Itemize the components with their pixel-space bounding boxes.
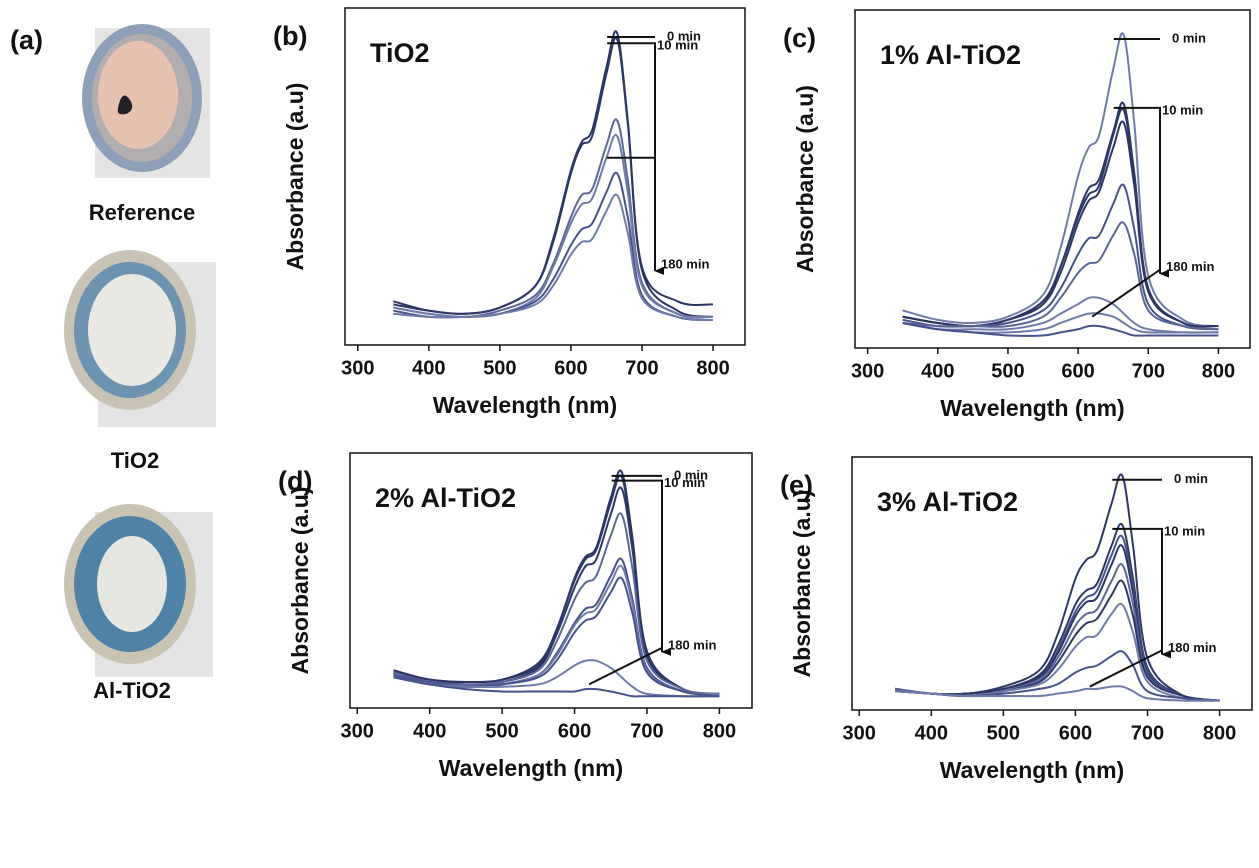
spectrum-line: [895, 534, 1220, 702]
x-tick-label: 800: [1202, 360, 1235, 382]
annotation: 0 min: [674, 467, 708, 482]
x-tick-label: 600: [558, 720, 591, 742]
spectrum-line: [393, 676, 720, 698]
annotation: 10 min: [664, 475, 705, 490]
spectrum-line: [393, 193, 714, 322]
spectrum-line: [895, 544, 1220, 702]
panel-label: (c): [783, 23, 816, 53]
spectrum-line: [393, 133, 714, 319]
x-tick-label: 500: [987, 722, 1020, 744]
spectrum-line: [393, 171, 714, 322]
panel-label: (d): [278, 466, 312, 496]
plot-frame: [349, 452, 753, 709]
annotation: 10 min: [1162, 102, 1203, 117]
x-tick-label: 300: [851, 360, 884, 382]
x-tick-label: 800: [703, 720, 736, 742]
y-axis-label: Absorbance (a.u): [287, 487, 313, 675]
annotation: 180 min: [668, 637, 716, 652]
panel-label: (e): [780, 470, 813, 500]
photo-tio2: [64, 250, 216, 427]
spectrum-line: [902, 120, 1219, 328]
annotation: 0 min: [1174, 471, 1208, 486]
annotation-arrow: [1113, 106, 1169, 278]
spectrum-line: [895, 685, 1220, 702]
x-tick-label: 500: [483, 357, 516, 379]
y-axis-label: Absorbance (a.u): [282, 83, 308, 271]
x-tick-label: 800: [696, 357, 729, 379]
spectrum-line: [902, 321, 1219, 337]
x-tick-label: 400: [413, 720, 446, 742]
chart-title: 2% Al-TiO2: [375, 483, 516, 513]
photo-al-tio2: [64, 504, 213, 677]
annotation: 180 min: [661, 256, 709, 271]
x-tick-label: 700: [625, 357, 658, 379]
spectrum-line: [902, 107, 1219, 328]
annotation-arrow: [1112, 527, 1171, 659]
annotation: 0 min: [667, 28, 701, 43]
chart-title: 3% Al-TiO2: [877, 487, 1018, 517]
x-tick-label: 400: [921, 360, 954, 382]
annotation: 10 min: [1164, 523, 1205, 538]
y-axis-label: Absorbance (a.u): [789, 490, 815, 678]
x-tick-label: 500: [485, 720, 518, 742]
x-axis-label: Wavelength (nm): [433, 392, 617, 418]
photo-reference: [82, 24, 210, 178]
spectrum-line: [393, 36, 714, 318]
spectrum-line: [902, 183, 1219, 331]
annotation: 10 min: [657, 38, 698, 53]
spectrum-line: [393, 659, 720, 698]
photo-caption: Reference: [89, 200, 195, 225]
spectrum-line: [393, 118, 714, 319]
spectrum-line: [393, 486, 720, 695]
chart-title: 1% Al-TiO2: [880, 40, 1021, 70]
x-axis-label: Wavelength (nm): [940, 395, 1124, 421]
spectrum-line: [393, 512, 720, 695]
x-tick-label: 600: [1061, 360, 1094, 382]
x-tick-label: 600: [1059, 722, 1092, 744]
x-tick-label: 300: [843, 722, 876, 744]
spectrum-line: [393, 30, 714, 315]
x-axis-label: Wavelength (nm): [940, 757, 1124, 783]
x-axis-label: Wavelength (nm): [439, 755, 623, 781]
annotation: 180 min: [1166, 259, 1214, 274]
spectrum-line: [902, 32, 1219, 328]
x-tick-label: 500: [991, 360, 1024, 382]
plot-frame: [851, 456, 1253, 711]
x-tick-label: 300: [341, 720, 374, 742]
x-tick-label: 700: [630, 720, 663, 742]
x-tick-label: 800: [1203, 722, 1236, 744]
plot-frame: [344, 7, 746, 346]
panel-label: (a): [10, 25, 43, 55]
x-tick-label: 400: [915, 722, 948, 744]
x-tick-label: 700: [1132, 360, 1165, 382]
annotation-arrow: [607, 42, 664, 275]
annotation: 180 min: [1168, 640, 1216, 655]
x-tick-label: 400: [412, 357, 445, 379]
annotation-arrow: [611, 479, 671, 656]
chart-title: TiO2: [370, 38, 430, 68]
spectrum-line: [902, 101, 1219, 328]
spectrum-line: [393, 557, 720, 696]
photo-caption: TiO2: [111, 448, 160, 473]
x-tick-label: 300: [341, 357, 374, 379]
spectrum-line: [902, 221, 1219, 331]
annotation-line: [588, 647, 663, 686]
photo-caption: Al-TiO2: [93, 678, 171, 703]
annotation-line: [1089, 649, 1163, 688]
x-tick-label: 600: [554, 357, 587, 379]
annotation-line: [1091, 268, 1161, 318]
spectrum-line: [902, 296, 1219, 334]
plot-frame: [854, 9, 1251, 349]
panel-label: (b): [273, 21, 307, 51]
spectrum-line: [895, 522, 1220, 702]
y-axis-label: Absorbance (a.u): [792, 85, 818, 273]
annotation: 0 min: [1172, 30, 1206, 45]
x-tick-label: 700: [1131, 722, 1164, 744]
